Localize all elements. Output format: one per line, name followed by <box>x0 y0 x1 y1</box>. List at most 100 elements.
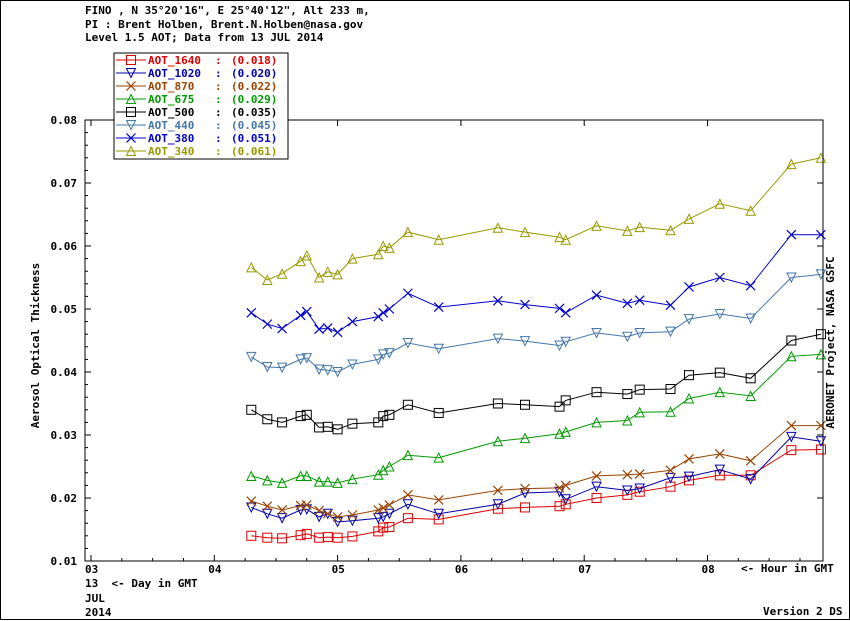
data-point <box>384 348 395 359</box>
legend-mean: (0.045) <box>231 119 277 132</box>
data-point <box>301 409 312 420</box>
x-tick-label: 06 <box>455 563 469 576</box>
data-point <box>246 307 257 318</box>
data-point <box>714 198 726 209</box>
data-point <box>634 483 645 495</box>
data-point <box>262 532 273 543</box>
site-title: FINO , N 35°20'16", E 25°40'12", Alt 233… <box>85 4 370 17</box>
data-point <box>683 213 695 224</box>
data-point <box>377 511 389 523</box>
data-point <box>554 340 565 352</box>
data-point <box>683 471 695 483</box>
series-aot_340 <box>245 152 827 286</box>
data-point <box>314 324 325 335</box>
data-point <box>591 220 602 231</box>
data-point <box>665 300 676 311</box>
data-point <box>622 485 633 497</box>
data-point <box>634 486 645 497</box>
data-point <box>683 314 695 325</box>
data-point <box>554 401 565 412</box>
data-point <box>378 411 389 422</box>
data-point <box>714 367 725 378</box>
data-point <box>246 496 257 507</box>
data-point <box>378 522 389 533</box>
month-label: JUL <box>85 592 105 605</box>
data-point <box>714 470 725 481</box>
data-point <box>347 531 358 542</box>
legend-marker <box>126 81 136 91</box>
data-point <box>277 533 288 544</box>
data-point <box>554 501 565 512</box>
series-aot_675 <box>245 348 827 488</box>
data-point <box>245 261 257 273</box>
x-tick-label: 05 <box>332 563 345 576</box>
data-point <box>591 416 602 428</box>
data-point <box>402 513 413 524</box>
data-point <box>276 362 288 374</box>
day-label: 13 <- Day in GMT <box>85 577 198 590</box>
data-point <box>372 354 384 366</box>
data-point <box>786 431 797 443</box>
series-line <box>251 353 821 484</box>
data-point <box>332 532 343 543</box>
legend-mean: (0.018) <box>231 54 277 67</box>
data-point <box>245 502 257 514</box>
data-point <box>433 494 444 505</box>
legend-name: AOT_870 <box>148 80 194 93</box>
data-point <box>313 511 325 523</box>
data-point <box>322 476 334 487</box>
data-point <box>560 234 572 245</box>
data-point <box>745 280 756 291</box>
data-point <box>332 424 343 435</box>
data-point <box>714 386 726 398</box>
data-point <box>520 502 531 513</box>
data-point <box>314 505 325 516</box>
series-line <box>251 436 821 523</box>
data-point <box>246 404 257 415</box>
data-point <box>433 452 445 463</box>
data-point <box>378 307 389 318</box>
data-point <box>665 326 676 338</box>
data-point <box>246 530 257 541</box>
data-point <box>301 500 312 510</box>
series-aot_1640 <box>246 444 826 544</box>
data-point <box>313 476 325 487</box>
series-aot_380 <box>246 229 826 338</box>
data-point <box>433 407 444 418</box>
data-point <box>276 477 288 488</box>
data-point <box>347 359 358 371</box>
legend-colon: : <box>215 145 222 158</box>
data-point <box>520 399 531 410</box>
data-point <box>786 420 797 431</box>
series-line <box>251 234 821 333</box>
data-point <box>384 460 395 472</box>
data-point <box>591 493 602 503</box>
data-point <box>591 327 602 339</box>
data-point <box>332 511 343 522</box>
data-point <box>262 508 273 520</box>
legend-name: AOT_380 <box>148 132 194 145</box>
y-tick-label: 0.07 <box>51 177 78 190</box>
data-point <box>402 449 414 461</box>
data-point <box>786 272 797 284</box>
x-tick-label: 04 <box>208 563 222 576</box>
legend-marker <box>126 107 136 117</box>
legend-name: AOT_1020 <box>148 67 201 80</box>
data-point <box>301 306 312 317</box>
pi-info: PI : Brent Holben, Brent.N.Holben@nasa.g… <box>85 18 364 31</box>
data-point <box>347 515 358 527</box>
data-point <box>262 361 273 373</box>
data-point <box>684 370 695 381</box>
data-point <box>262 274 273 286</box>
data-point <box>332 268 343 280</box>
data-point <box>519 432 531 444</box>
data-point <box>684 282 694 292</box>
data-point <box>786 335 797 346</box>
legend-colon: : <box>215 106 222 119</box>
data-point <box>519 336 531 347</box>
data-point <box>665 224 676 236</box>
legend-colon: : <box>215 119 222 132</box>
data-point <box>554 231 565 243</box>
data-point <box>377 240 389 251</box>
x-tick-label: 08 <box>702 563 715 576</box>
